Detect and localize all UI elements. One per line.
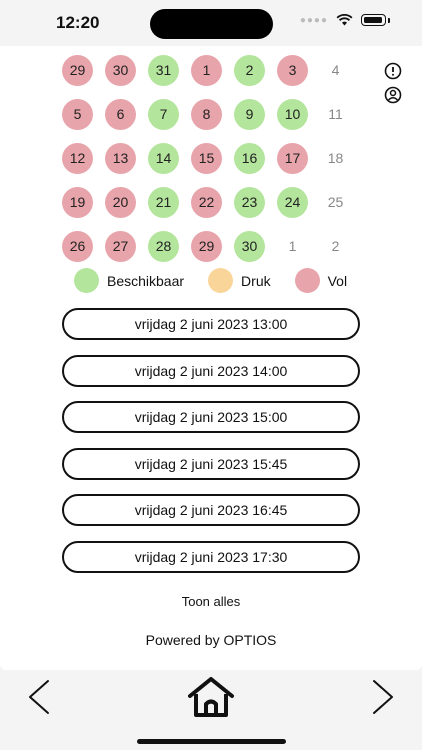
calendar-day: 2	[331, 238, 340, 254]
calendar-day[interactable]: 31	[148, 54, 179, 86]
calendar-day[interactable]: 21	[148, 186, 179, 218]
legend-item: Beschikbaar	[74, 268, 184, 293]
time-slot-button[interactable]: vrijdag 2 juni 2023 15:00	[62, 401, 360, 434]
side-icons	[384, 62, 404, 110]
calendar-week: 26 27 28 29 30 1 2	[62, 224, 363, 268]
legend-label: Druk	[241, 272, 271, 289]
home-indicator	[137, 739, 286, 744]
calendar-day[interactable]: 8	[191, 98, 222, 130]
user-circle-icon[interactable]	[384, 86, 402, 104]
calendar-day[interactable]: 10	[277, 98, 308, 130]
calendar-week: 12 13 14 15 16 17 18	[62, 136, 363, 180]
calendar-grid: 29 30 31 1 2 3 4 5 6 7 8 9 10 11 12 13 14 15 16 17 18 19 20 21 2…	[62, 48, 363, 268]
calendar-day[interactable]: 27	[105, 230, 136, 262]
calendar-day[interactable]: 15	[191, 142, 222, 174]
calendar-day[interactable]: 16	[234, 142, 265, 174]
bottom-navigation	[0, 670, 422, 750]
calendar-day[interactable]: 29	[62, 54, 93, 86]
calendar-day[interactable]: 5	[62, 98, 93, 130]
time-slot-button[interactable]: vrijdag 2 juni 2023 17:30	[62, 540, 360, 573]
calendar-day[interactable]: 28	[148, 230, 179, 262]
wifi-icon	[336, 14, 353, 26]
legend-swatch	[74, 268, 99, 293]
calendar-day[interactable]: 1	[191, 54, 222, 86]
calendar-day[interactable]: 23	[234, 186, 265, 218]
battery-icon	[361, 14, 386, 26]
calendar-day: 18	[327, 150, 344, 166]
legend-label: Beschikbaar	[107, 272, 185, 289]
calendar-day[interactable]: 20	[105, 186, 136, 218]
calendar-day[interactable]: 9	[234, 98, 265, 130]
calendar-day[interactable]: 12	[62, 142, 93, 174]
calendar-week: 5 6 7 8 9 10 11	[62, 92, 363, 136]
time-slot-button[interactable]: vrijdag 2 juni 2023 14:00	[62, 354, 360, 387]
calendar-week: 29 30 31 1 2 3 4	[62, 48, 363, 92]
show-all-link[interactable]: Toon alles	[181, 594, 241, 609]
legend-item: Vol	[294, 268, 348, 293]
dynamic-island	[150, 9, 273, 39]
time-slot-button[interactable]: vrijdag 2 juni 2023 13:00	[62, 308, 360, 340]
battery-tip	[388, 17, 390, 23]
calendar-day[interactable]: 30	[105, 54, 136, 86]
calendar-day[interactable]: 6	[105, 98, 136, 130]
calendar-day[interactable]: 30	[234, 230, 265, 262]
calendar-day[interactable]: 29	[191, 230, 222, 262]
legend-swatch	[208, 268, 234, 293]
powered-by-footer: Powered by OPTIOS	[145, 632, 277, 648]
availability-legend: Beschikbaar Druk Vol	[74, 268, 347, 293]
legend-swatch	[294, 268, 320, 293]
calendar-day: 11	[328, 106, 343, 122]
calendar-day: 25	[327, 194, 344, 210]
calendar-day[interactable]: 19	[62, 186, 93, 218]
time-slot-button[interactable]: vrijdag 2 juni 2023 15:45	[62, 447, 360, 480]
home-icon[interactable]	[187, 676, 235, 718]
alert-circle-icon[interactable]	[384, 62, 402, 80]
calendar-day[interactable]: 17	[277, 142, 308, 174]
calendar-day[interactable]: 14	[148, 142, 179, 174]
status-time: 12:20	[56, 13, 100, 32]
calendar-day[interactable]: 22	[191, 186, 222, 218]
legend-item: Druk	[208, 268, 271, 293]
status-bar: 12:20 ●●●●	[0, 0, 422, 46]
main-content: 29 30 31 1 2 3 4 5 6 7 8 9 10 11 12 13 14 15 16 17 18 19 20 21 2…	[0, 46, 422, 670]
time-slot-button[interactable]: vrijdag 2 juni 2023 16:45	[62, 494, 360, 527]
legend-label: Vol	[327, 272, 348, 289]
time-slot-list: vrijdag 2 juni 2023 13:00 vrijdag 2 juni …	[62, 308, 360, 588]
calendar-day: 4	[331, 62, 340, 78]
status-icons: ●●●●	[300, 14, 390, 26]
calendar-day[interactable]: 26	[62, 230, 93, 262]
chevron-left-icon[interactable]	[26, 679, 52, 715]
calendar-day: 1	[288, 238, 297, 254]
calendar-day[interactable]: 13	[105, 142, 136, 174]
calendar-day[interactable]: 2	[234, 54, 265, 86]
calendar-day[interactable]: 7	[148, 98, 179, 130]
calendar-day[interactable]: 3	[277, 54, 308, 86]
calendar-day[interactable]: 24	[277, 186, 308, 218]
calendar-week: 19 20 21 22 23 24 25	[62, 180, 363, 224]
chevron-right-icon[interactable]	[370, 679, 396, 715]
signal-icon: ●●●●	[299, 14, 328, 26]
